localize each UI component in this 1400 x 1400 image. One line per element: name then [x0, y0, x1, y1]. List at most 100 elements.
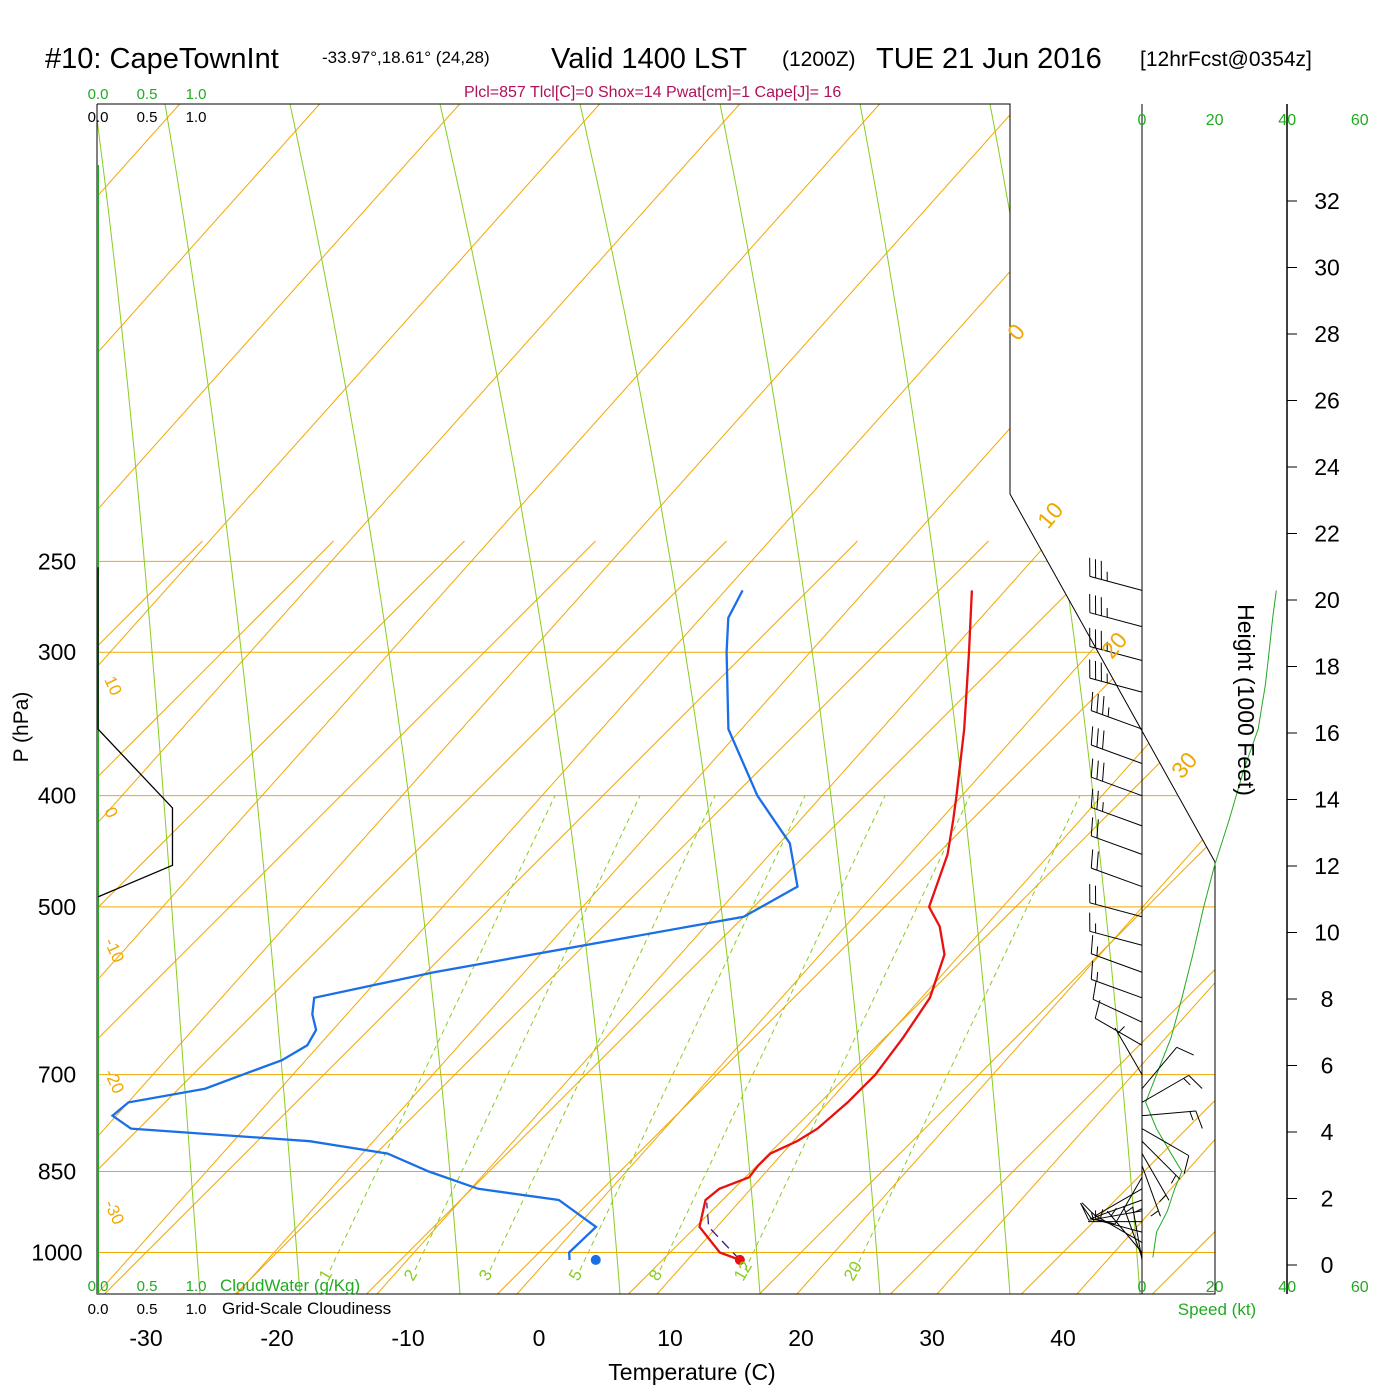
- isotherm-label: -10: [100, 935, 128, 965]
- wind-speed-layer: [1145, 590, 1277, 1258]
- isotherm-edge-label: 0: [1002, 319, 1030, 346]
- mixing-ratio-label: 12: [730, 1258, 756, 1284]
- wind-barb-staff: [1091, 978, 1143, 999]
- wind-barb-flag: [1092, 980, 1097, 1000]
- wind-barb-staff: [1094, 1188, 1143, 1217]
- dry-adiabat-line: [376, 104, 1215, 1294]
- cloudwater-tick-top: 1.0: [186, 86, 207, 103]
- wind-barb-flag: [1090, 817, 1094, 836]
- wind-barb-staff: [1114, 1027, 1143, 1075]
- station-coords: -33.97°,18.61° (24,28): [322, 48, 490, 67]
- forecast-info: [12hrFcst@0354z]: [1140, 48, 1312, 71]
- isotherm-label: -30: [100, 1197, 128, 1227]
- cloudiness-tick-bottom: 0.5: [137, 1301, 158, 1318]
- isotherm-line: [595, 540, 1215, 1294]
- cloudiness-tick-top: 0.0: [88, 109, 109, 126]
- temperature-tick-label: 40: [1050, 1325, 1076, 1351]
- height-tick-label: 2: [1321, 1186, 1334, 1212]
- speed-tick-label-top: 40: [1278, 112, 1296, 129]
- isotherm-line: [97, 540, 203, 1294]
- wind-barb-staff: [1089, 930, 1143, 946]
- wind-barb-staff: [1094, 1214, 1143, 1243]
- wind-barb-half-flag: [1170, 1174, 1177, 1184]
- speed-axis-title: Speed (kt): [1178, 1300, 1256, 1319]
- wind-barb-half-flag: [1117, 1026, 1125, 1034]
- wind-barb-half-flag: [1150, 1210, 1159, 1217]
- wind-barb-flag: [1081, 1202, 1096, 1217]
- dry-adiabat-line: [936, 104, 1215, 1294]
- mixing-ratio-line: [854, 795, 1081, 1271]
- surface-temperature-marker: [734, 1254, 745, 1265]
- cloudiness-tick-bottom: 0.0: [88, 1301, 109, 1318]
- wind-barb-staff: [1091, 744, 1143, 764]
- isotherm-label: -20: [100, 1066, 128, 1096]
- isotherm-line: [97, 540, 465, 1294]
- wind-barb-flag: [1102, 730, 1105, 750]
- mixing-ratio-label: 3: [475, 1266, 496, 1284]
- isotherm-line: [726, 540, 1215, 1294]
- mixing-ratio-label: 2: [400, 1266, 421, 1284]
- cloudiness-tick-top: 1.0: [186, 109, 207, 126]
- dry-adiabat-line: [97, 104, 881, 1294]
- cloudiness-line: [97, 567, 174, 898]
- cloudiness-label: Grid-Scale Cloudiness: [222, 1299, 391, 1318]
- wind-barb-flag: [1096, 760, 1099, 780]
- station-title: #10: CapeTownInt: [45, 43, 279, 75]
- isotherm-line: [97, 540, 334, 1294]
- cloudwater-tick-top: 0.5: [137, 86, 158, 103]
- wind-barb-staff: [1089, 677, 1143, 693]
- isotherm-label: 10: [100, 673, 125, 698]
- temperature-tick-label: -30: [129, 1325, 162, 1351]
- mixing-ratio-line: [414, 795, 641, 1271]
- wind-barb-half-flag: [1102, 802, 1104, 812]
- pressure-tick-label: 500: [38, 894, 76, 920]
- wind-barb-flag: [1183, 1155, 1190, 1174]
- cloudwater-tick-bottom: 0.0: [88, 1278, 109, 1295]
- moist-adiabat-line: [164, 104, 301, 1294]
- valid-time: Valid 1400 LST: [551, 43, 747, 75]
- cloudwater-tick-top: 0.0: [88, 86, 109, 103]
- isotherm-line: [857, 540, 1215, 1294]
- height-tick-label: 4: [1321, 1119, 1334, 1145]
- speed-tick-label-bottom: 20: [1206, 1279, 1224, 1296]
- zulu-time: (1200Z): [782, 48, 856, 71]
- moist-adiabat-line: [579, 104, 761, 1294]
- pressure-tick-label: 1000: [31, 1240, 82, 1266]
- wind-barb-flag: [1090, 935, 1094, 954]
- wind-barb-flag: [1176, 1046, 1194, 1056]
- height-tick-label: 30: [1314, 255, 1340, 281]
- isotherm-line: [988, 540, 1215, 1294]
- wind-barb-flag: [1090, 788, 1094, 808]
- wind-barb-flag: [1090, 726, 1094, 746]
- wind-barb-flag: [1102, 696, 1105, 715]
- dry-adiabat-line: [97, 104, 1161, 1294]
- wind-barb-flag: [1090, 691, 1094, 711]
- isotherm-line: [202, 540, 989, 1294]
- moist-adiabat-line: [97, 104, 201, 1294]
- wind-barb-half-flag: [1107, 707, 1110, 717]
- wind-barb-half-flag: [1159, 1194, 1167, 1203]
- wind-barb-staff: [1141, 1110, 1196, 1117]
- wind-barb-staff: [1141, 1165, 1161, 1217]
- wind-barb-staff: [1089, 612, 1143, 628]
- wind-barb-flag: [1096, 851, 1099, 871]
- cloudwater-tick-bottom: 1.0: [186, 1278, 207, 1295]
- cloudiness-tick-bottom: 1.0: [186, 1301, 207, 1318]
- temperature-tick-label: -10: [391, 1325, 424, 1351]
- dry-adiabat-line: [97, 104, 741, 1294]
- moist-adiabat-line: [439, 104, 621, 1294]
- height-tick-label: 26: [1314, 388, 1340, 414]
- height-tick-label: 10: [1314, 920, 1340, 946]
- mixing-ratio-line: [489, 795, 716, 1271]
- dry-adiabat-line: [97, 104, 1021, 1294]
- moist-adiabat-line: [719, 104, 881, 1294]
- dry-adiabat-line: [97, 104, 461, 1294]
- height-tick-label: 6: [1321, 1053, 1334, 1079]
- wind-barb-staff: [1091, 867, 1143, 888]
- speed-tick-label-bottom: 40: [1278, 1279, 1296, 1296]
- wind-barb-flag: [1090, 849, 1094, 869]
- valid-date: TUE 21 Jun 2016: [876, 43, 1102, 75]
- pressure-tick-label: 300: [38, 639, 76, 665]
- temperature-tick-label: 0: [533, 1325, 546, 1351]
- wind-barb-flag: [1094, 1000, 1101, 1019]
